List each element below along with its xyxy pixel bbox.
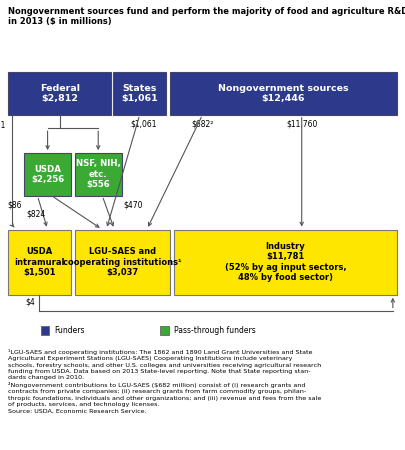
FancyBboxPatch shape xyxy=(75,230,170,295)
Text: Nongovernment sources
$12,446: Nongovernment sources $12,446 xyxy=(218,84,349,103)
FancyBboxPatch shape xyxy=(170,72,397,115)
Text: $4: $4 xyxy=(26,297,36,306)
Text: $824: $824 xyxy=(26,209,46,218)
Text: $470: $470 xyxy=(124,200,143,209)
FancyBboxPatch shape xyxy=(75,153,122,196)
Text: LGU-SAES and
cooperating institutions¹
$3,037: LGU-SAES and cooperating institutions¹ $… xyxy=(63,247,182,277)
Text: $86: $86 xyxy=(8,200,22,209)
Text: Federal
$2,812: Federal $2,812 xyxy=(40,84,80,103)
Text: Industry
$11,781
(52% by ag input sectors,
48% by food sector): Industry $11,781 (52% by ag input sector… xyxy=(225,242,346,282)
FancyBboxPatch shape xyxy=(174,230,397,295)
Text: USDA
intramural
$1,501: USDA intramural $1,501 xyxy=(14,247,65,277)
FancyBboxPatch shape xyxy=(24,153,71,196)
FancyBboxPatch shape xyxy=(160,326,169,335)
FancyBboxPatch shape xyxy=(8,230,71,295)
FancyBboxPatch shape xyxy=(113,72,166,115)
Text: Funders: Funders xyxy=(54,326,85,335)
Text: $21: $21 xyxy=(0,120,6,129)
Text: States
$1,061: States $1,061 xyxy=(122,84,158,103)
Text: USDA
$2,256: USDA $2,256 xyxy=(31,165,64,184)
FancyBboxPatch shape xyxy=(8,72,111,115)
Text: $682²: $682² xyxy=(191,119,214,128)
Text: Pass-through funders: Pass-through funders xyxy=(174,326,256,335)
FancyBboxPatch shape xyxy=(40,326,49,335)
Text: NSF, NIH,
etc.
$556: NSF, NIH, etc. $556 xyxy=(76,159,121,189)
Text: $11,760: $11,760 xyxy=(286,119,318,128)
Text: ¹LGU-SAES and cooperating institutions: The 1862 and 1890 Land Grant Universitie: ¹LGU-SAES and cooperating institutions: … xyxy=(8,349,322,414)
Text: $1,061: $1,061 xyxy=(130,119,157,128)
Text: Nongovernment sources fund and perform the majority of food and agriculture R&D
: Nongovernment sources fund and perform t… xyxy=(8,7,405,26)
